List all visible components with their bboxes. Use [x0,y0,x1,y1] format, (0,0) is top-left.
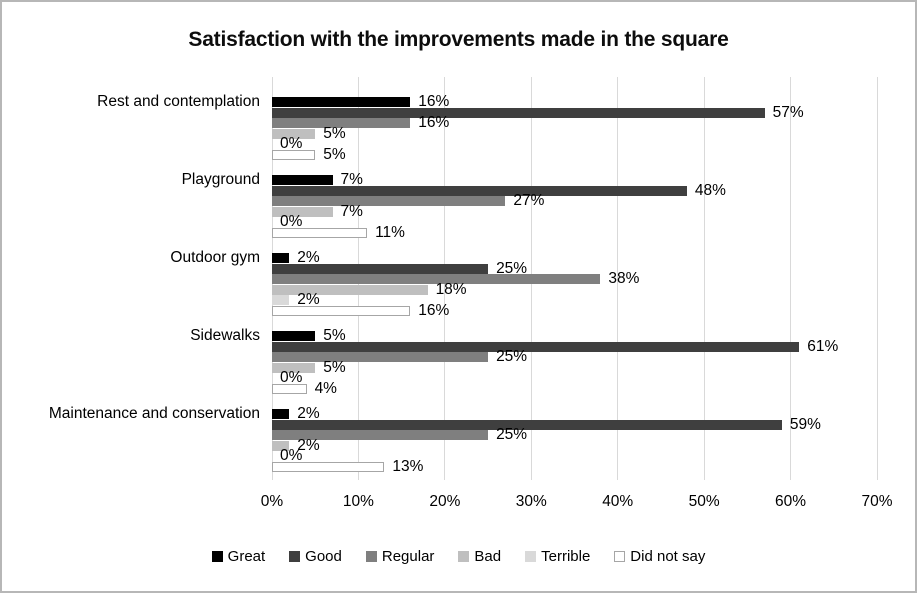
legend-item-terrible: Terrible [525,548,590,565]
bar-great-sidewalks [272,331,316,341]
value-label-terrible-maintenance-and-conservation: 0% [280,447,303,465]
legend-swatch-did-not-say [614,551,626,562]
category-label-outdoor-gym: Outdoor gym [170,249,260,266]
x-tick-40: 40% [602,493,634,510]
bar-bad-outdoor-gym [272,284,428,295]
value-label-good-maintenance-and-conservation: 59% [789,415,821,433]
value-label-great-playground: 7% [340,171,363,188]
gridline-50 [703,77,705,480]
value-label-did-not-say-sidewalks: 4% [314,380,337,397]
x-tick-20: 20% [429,493,461,510]
value-label-did-not-say-rest-and-contemplation: 5% [323,146,346,163]
value-label-good-outdoor-gym: 25% [496,259,528,277]
value-label-terrible-outdoor-gym: 2% [297,291,320,309]
legend-label-regular: Regular [381,548,435,565]
value-label-great-outdoor-gym: 2% [297,249,320,266]
legend-item-bad: Bad [458,548,501,565]
bar-did-not-say-maintenance-and-conservation [272,462,385,472]
bar-did-not-say-playground [272,228,368,238]
value-label-great-maintenance-and-conservation: 2% [297,405,320,422]
legend-label-did-not-say: Did not say [630,548,706,565]
value-label-good-sidewalks: 61% [807,337,839,355]
bar-great-maintenance-and-conservation [272,409,290,419]
value-label-terrible-rest-and-contemplation: 0% [280,135,303,153]
legend-item-good: Good [289,548,342,565]
value-label-regular-playground: 27% [513,192,545,210]
x-tick-60: 60% [775,493,807,510]
bar-regular-playground [272,196,506,207]
legend-label-terrible: Terrible [541,548,591,565]
legend-swatch-good [289,551,301,562]
bar-good-maintenance-and-conservation [272,419,782,430]
bar-did-not-say-outdoor-gym [272,306,411,316]
bar-good-playground [272,185,687,196]
bar-regular-maintenance-and-conservation [272,430,489,441]
bar-bad-sidewalks [272,362,316,373]
legend-swatch-regular [365,551,377,562]
value-label-terrible-playground: 0% [280,213,303,231]
gridline-70 [876,77,878,480]
legend-label-bad: Bad [474,548,502,565]
bar-regular-rest-and-contemplation [272,118,411,129]
chart-title: Satisfaction with the improvements made … [188,28,729,51]
value-label-bad-sidewalks: 5% [323,358,346,376]
value-label-great-sidewalks: 5% [323,327,346,344]
value-label-great-rest-and-contemplation: 16% [418,93,450,110]
bar-good-rest-and-contemplation [272,107,765,118]
bar-bad-rest-and-contemplation [272,128,316,139]
value-label-bad-rest-and-contemplation: 5% [323,124,346,142]
value-label-regular-sidewalks: 25% [496,348,528,366]
legend-label-good: Good [305,548,342,565]
legend-item-did-not-say: Did not say [614,548,705,565]
legend: Great Good Regular Bad Terrible Did not say [2,548,915,565]
x-tick-70: 70% [861,493,893,510]
value-label-did-not-say-playground: 11% [375,224,405,241]
value-label-bad-outdoor-gym: 18% [435,280,467,298]
bar-great-outdoor-gym [272,253,290,263]
bar-great-playground [272,175,333,185]
bar-good-outdoor-gym [272,263,489,274]
bar-great-rest-and-contemplation [272,97,411,107]
x-tick-10: 10% [342,493,374,510]
legend-label-great: Great [227,548,266,565]
category-label-rest-and-contemplation: Rest and contemplation [97,93,260,110]
bar-regular-outdoor-gym [272,274,601,285]
value-label-regular-maintenance-and-conservation: 25% [496,426,528,444]
value-label-terrible-sidewalks: 0% [280,369,303,387]
gridline-60 [790,77,792,480]
x-tick-30: 30% [515,493,547,510]
legend-swatch-bad [458,551,470,562]
value-label-bad-playground: 7% [340,202,363,220]
legend-swatch-great [211,551,223,562]
bar-did-not-say-rest-and-contemplation [272,150,316,160]
value-label-bad-maintenance-and-conservation: 2% [297,436,320,454]
bar-bad-playground [272,206,333,217]
value-label-did-not-say-maintenance-and-conservation: 13% [392,458,424,475]
bar-did-not-say-sidewalks [272,384,307,394]
value-label-good-rest-and-contemplation: 57% [772,103,804,121]
value-label-good-playground: 48% [694,181,726,199]
category-label-maintenance-and-conservation: Maintenance and conservation [48,405,260,422]
x-tick-0: 0% [260,493,284,510]
bar-terrible-outdoor-gym [272,295,290,306]
category-label-sidewalks: Sidewalks [190,327,260,344]
value-label-regular-outdoor-gym: 38% [608,270,640,288]
legend-item-great: Great [211,548,266,565]
bar-good-sidewalks [272,341,800,352]
value-label-did-not-say-outdoor-gym: 16% [418,302,450,319]
bar-bad-maintenance-and-conservation [272,440,290,451]
value-label-regular-rest-and-contemplation: 16% [418,114,450,132]
category-label-playground: Playground [181,171,260,188]
legend-swatch-terrible [525,551,537,562]
gridline-40 [617,77,619,480]
legend-item-regular: Regular [365,548,435,565]
x-tick-50: 50% [688,493,720,510]
bar-regular-sidewalks [272,352,489,363]
